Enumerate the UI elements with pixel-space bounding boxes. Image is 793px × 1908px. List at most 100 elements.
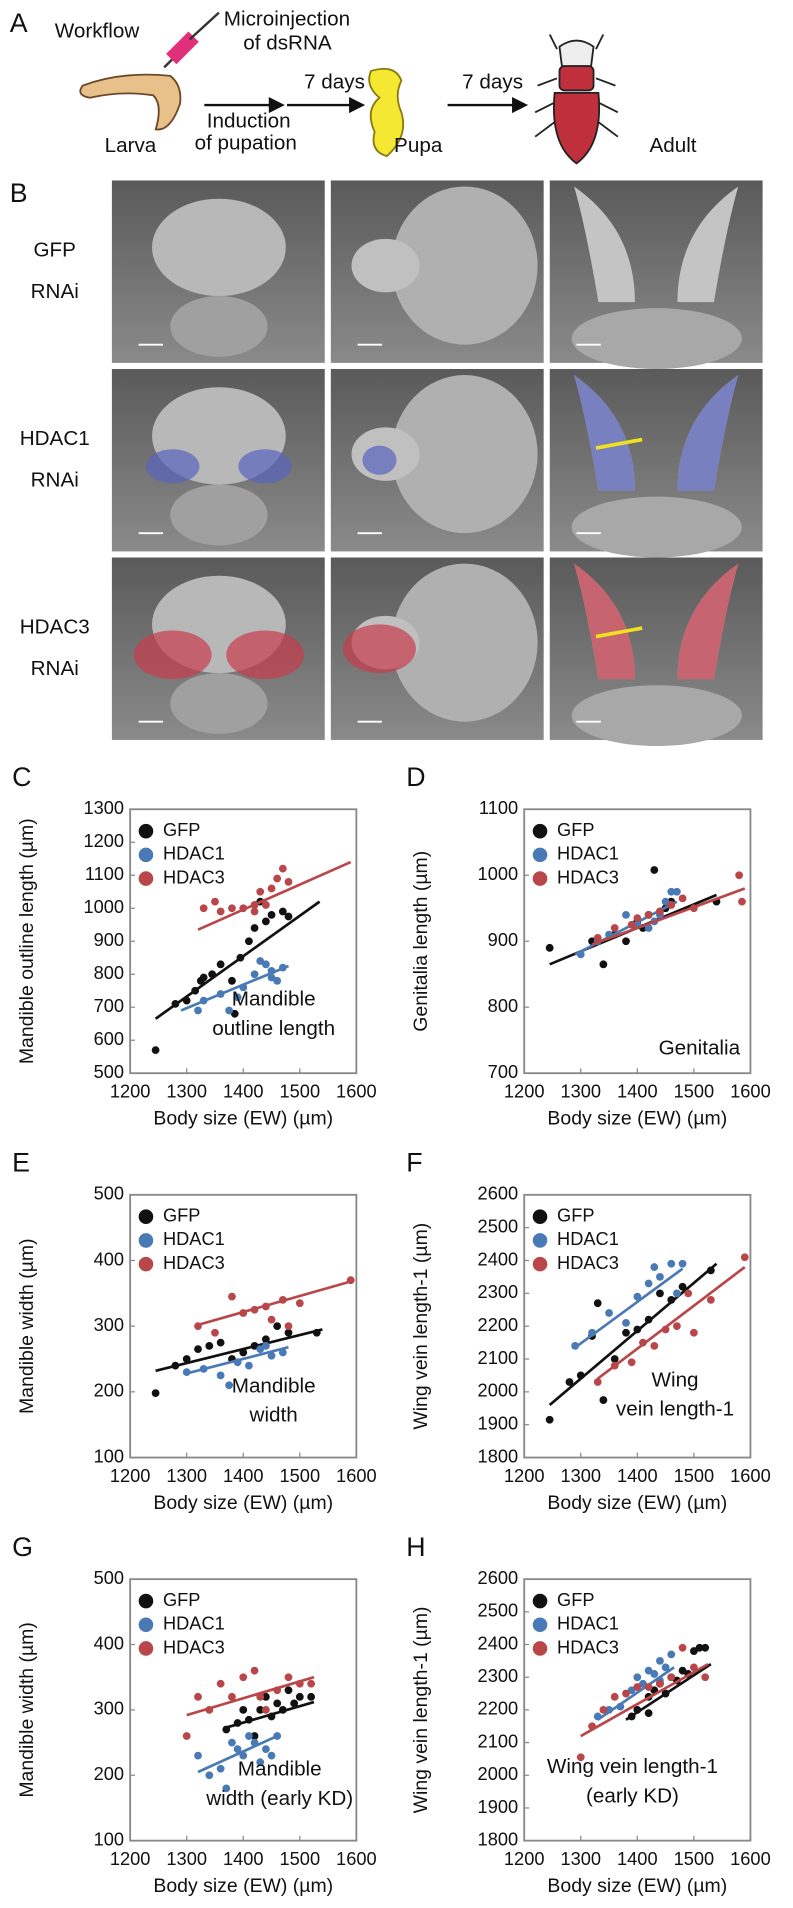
fit-line [197, 1733, 281, 1774]
x-tick-label: 1400 [617, 1848, 658, 1869]
fit-line [186, 1345, 289, 1375]
point [278, 864, 287, 873]
annotation: width [249, 1404, 298, 1427]
point [228, 976, 236, 985]
arrows [204, 97, 529, 114]
x-tick-label: 1600 [336, 1848, 377, 1869]
point [622, 937, 630, 946]
point [267, 1315, 276, 1324]
point [545, 943, 554, 952]
legend-marker [138, 871, 154, 886]
annotation: Genitalia [659, 1036, 741, 1059]
point [239, 1706, 248, 1714]
x-tick-label: 1400 [617, 1080, 658, 1101]
point [644, 1666, 653, 1675]
point [261, 960, 270, 969]
syringe [163, 11, 220, 69]
point [151, 1046, 160, 1054]
row-label: RNAi [31, 280, 79, 303]
point [256, 957, 265, 965]
point [622, 1328, 630, 1337]
annotation: Mandible [232, 1374, 316, 1397]
legend-label: HDAC3 [163, 1252, 225, 1273]
point [273, 1322, 282, 1331]
y-tick-label: 2200 [478, 1314, 519, 1335]
point [216, 907, 225, 916]
point [644, 1709, 653, 1718]
legend-label: HDAC1 [163, 1228, 225, 1249]
point [689, 1647, 698, 1655]
row-label: HDAC1 [20, 427, 90, 450]
point [622, 1318, 630, 1327]
point [267, 1751, 276, 1760]
point [678, 894, 687, 903]
point [695, 1643, 704, 1652]
point [610, 1355, 619, 1363]
injection-label: of dsRNA [243, 32, 332, 55]
point [593, 1299, 602, 1308]
panel-letter: B [10, 178, 28, 208]
point [610, 1692, 619, 1701]
point [267, 1351, 276, 1360]
induction-label: of pupation [195, 131, 297, 154]
body-shape [391, 186, 538, 345]
point [199, 973, 208, 982]
point [684, 1289, 693, 1298]
legend-marker [532, 847, 548, 863]
legend-marker [138, 823, 154, 839]
overlay [226, 630, 305, 680]
fit-line [180, 964, 290, 1012]
x-tick-label: 1600 [336, 1080, 377, 1101]
annotation: vein length-1 [616, 1398, 734, 1421]
point [644, 924, 653, 932]
x-tick-label: 1600 [730, 1465, 771, 1486]
point [650, 866, 659, 874]
point [194, 1345, 202, 1354]
x-tick-label: 1200 [504, 1465, 545, 1486]
body-shape [391, 563, 538, 722]
x-axis-label: Body size (EW) (µm) [153, 1875, 333, 1897]
y-tick-label: 2500 [478, 1600, 519, 1621]
panel-letter: F [406, 1147, 422, 1177]
y-tick-label: 1800 [478, 1828, 519, 1849]
point [667, 1650, 676, 1659]
duration-label: 7 days [462, 71, 523, 94]
point [239, 1673, 248, 1682]
y-tick-label: 400 [94, 1632, 124, 1653]
legend-label: HDAC1 [163, 1613, 225, 1634]
point [678, 1282, 687, 1291]
leg-shape [170, 296, 268, 357]
point [565, 1378, 574, 1386]
overlay [145, 449, 200, 484]
legend-marker [532, 1256, 548, 1272]
point [593, 934, 602, 942]
point [673, 1289, 681, 1298]
legend-marker [138, 1209, 154, 1225]
point [199, 904, 208, 913]
annotation: Wing [651, 1368, 698, 1391]
panel-letter: G [12, 1532, 33, 1562]
point [633, 1683, 642, 1691]
x-tick-label: 1600 [730, 1080, 771, 1101]
point [644, 910, 653, 919]
annotation: (early KD) [586, 1784, 679, 1807]
x-axis-label: Body size (EW) (µm) [153, 1108, 333, 1130]
point [245, 1361, 253, 1370]
x-axis-label: Body size (EW) (µm) [547, 1108, 727, 1130]
point [211, 897, 219, 906]
fit-line [225, 1700, 315, 1729]
y-tick-label: 600 [94, 1028, 124, 1049]
y-tick-label: 400 [94, 1248, 124, 1269]
point [656, 1679, 664, 1688]
point [194, 1692, 202, 1701]
panel-letter: D [406, 762, 425, 792]
point [225, 1381, 234, 1390]
point [633, 1673, 642, 1682]
point [290, 1699, 299, 1708]
point [656, 1273, 664, 1281]
y-tick-label: 200 [94, 1380, 124, 1401]
x-tick-label: 1500 [280, 1465, 321, 1486]
point [222, 1784, 231, 1793]
point [261, 901, 270, 909]
